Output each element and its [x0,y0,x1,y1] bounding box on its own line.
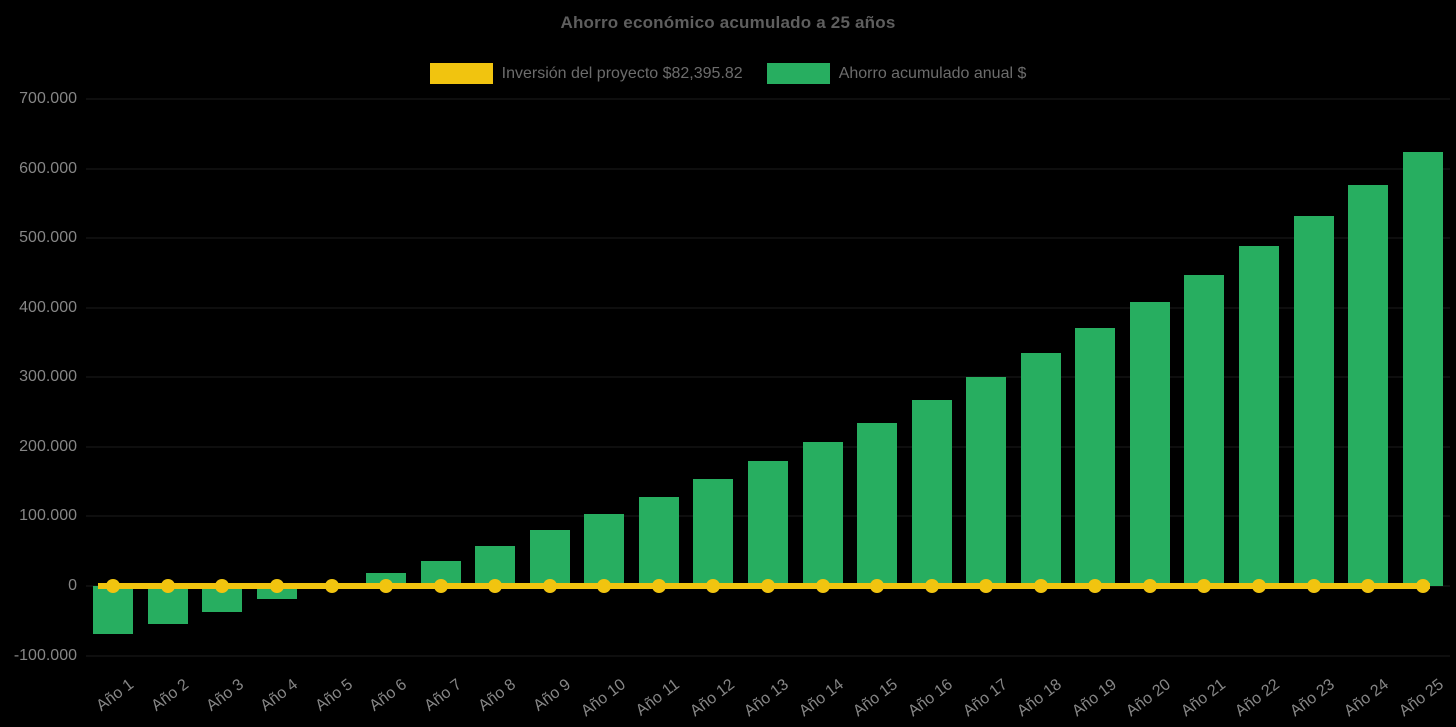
bar-año-16[interactable] [911,400,952,586]
bar-año-15[interactable] [857,422,898,586]
gridline [86,237,1450,240]
x-tick-label: Año 15 [850,676,902,721]
plot-area [86,98,1450,660]
investment-line-marker[interactable] [597,579,612,593]
bar-año-19[interactable] [1075,327,1116,586]
x-tick-label: Año 20 [1123,676,1175,721]
bar-año-9[interactable] [529,530,570,586]
x-tick-label: Año 21 [1177,676,1229,721]
investment-line-marker[interactable] [1415,579,1430,593]
legend-label-investment: Inversión del proyecto $82,395.82 [501,64,743,82]
bar-año-21[interactable] [1184,275,1225,586]
bar-año-22[interactable] [1239,245,1280,586]
x-tick-label: Año 23 [1287,676,1338,721]
bar-año-24[interactable] [1348,184,1389,586]
chart-legend: Inversión del proyecto $82,395.82 Ahorro… [0,63,1456,84]
investment-line-marker[interactable] [1088,579,1103,593]
investment-line-marker[interactable] [488,579,503,593]
x-tick-label: Año 3 [203,676,247,715]
y-tick-label: -100.000 [13,646,77,664]
x-tick-label: Año 17 [959,676,1011,721]
investment-line-marker[interactable] [1033,579,1048,593]
investment-line-marker[interactable] [1361,579,1376,593]
investment-line-marker[interactable] [1252,579,1267,593]
gridline [86,306,1450,309]
investment-line-marker[interactable] [542,579,557,593]
gridline [86,376,1450,379]
x-tick-label: Año 1 [93,676,138,715]
x-tick-label: Año 6 [366,676,411,715]
x-tick-label: Año 25 [1396,676,1447,721]
y-tick-label: 700.000 [19,90,77,107]
investment-line-marker[interactable] [761,579,775,593]
savings-color-swatch [766,63,830,84]
bar-año-10[interactable] [584,513,625,586]
investment-line-marker[interactable] [379,579,394,593]
gridline [86,445,1450,448]
bar-año-23[interactable] [1293,215,1334,586]
investment-line-marker[interactable] [324,579,339,593]
investment-line-marker[interactable] [106,579,121,593]
y-tick-label: 300.000 [19,368,77,386]
bar-año-17[interactable] [966,377,1007,586]
investment-line-marker[interactable] [269,579,284,593]
investment-line-marker[interactable] [160,579,175,593]
x-tick-label: Año 9 [530,676,574,715]
bar-año-1[interactable] [93,586,134,634]
investment-line-marker[interactable] [433,579,448,593]
bar-año-20[interactable] [1129,302,1170,586]
chart-title: Ahorro económico acumulado a 25 años [560,13,896,32]
x-tick-label: Año 5 [312,676,356,715]
y-tick-label: 200.000 [19,437,77,455]
bar-año-25[interactable] [1402,151,1443,586]
investment-line-marker[interactable] [870,579,885,593]
bar-año-12[interactable] [693,478,734,586]
investment-line-marker[interactable] [651,579,666,593]
x-tick-label: Año 22 [1232,676,1284,721]
legend-item-savings[interactable]: Ahorro acumulado anual $ [766,63,1027,84]
y-tick-label: 500.000 [19,229,77,247]
x-tick-label: Año 10 [577,676,629,721]
x-tick-label: Año 16 [905,676,956,721]
x-tick-label: Año 4 [257,676,302,715]
x-tick-label: Año 11 [633,676,684,720]
investment-line-marker[interactable] [1142,579,1157,593]
x-tick-label: Año 7 [421,676,465,715]
bar-año-14[interactable] [802,441,843,586]
x-tick-label: Año 24 [1341,676,1393,721]
investment-color-swatch [429,63,493,84]
x-tick-label: Año 13 [741,676,793,721]
investment-line-marker[interactable] [924,579,939,593]
gridline [86,654,1450,657]
x-tick-label: Año 14 [796,676,847,721]
legend-label-savings: Ahorro acumulado anual $ [838,64,1027,82]
y-tick-label: 400.000 [19,298,77,316]
bar-año-11[interactable] [638,496,679,586]
legend-item-investment[interactable]: Inversión del proyecto $82,395.82 [429,63,743,84]
investment-line-marker[interactable] [1306,579,1321,593]
x-tick-label: Año 8 [475,676,520,715]
y-tick-label: 0 [68,577,77,594]
investment-line-marker[interactable] [1197,579,1212,593]
investment-line-marker[interactable] [706,579,721,593]
x-tick-label: Año 12 [686,676,738,721]
bar-año-18[interactable] [1020,352,1061,586]
y-tick-label: 600.000 [19,159,77,177]
investment-line-marker[interactable] [815,579,830,593]
x-tick-label: Año 2 [148,676,193,715]
x-tick-label: Año 18 [1014,676,1066,721]
bar-año-13[interactable] [748,460,788,586]
x-tick-label: Año 19 [1068,676,1120,721]
investment-line-marker[interactable] [215,579,230,593]
investment-line-marker[interactable] [979,579,994,593]
gridline [86,167,1450,170]
y-tick-label: 100.000 [19,507,77,525]
gridline [86,98,1450,100]
